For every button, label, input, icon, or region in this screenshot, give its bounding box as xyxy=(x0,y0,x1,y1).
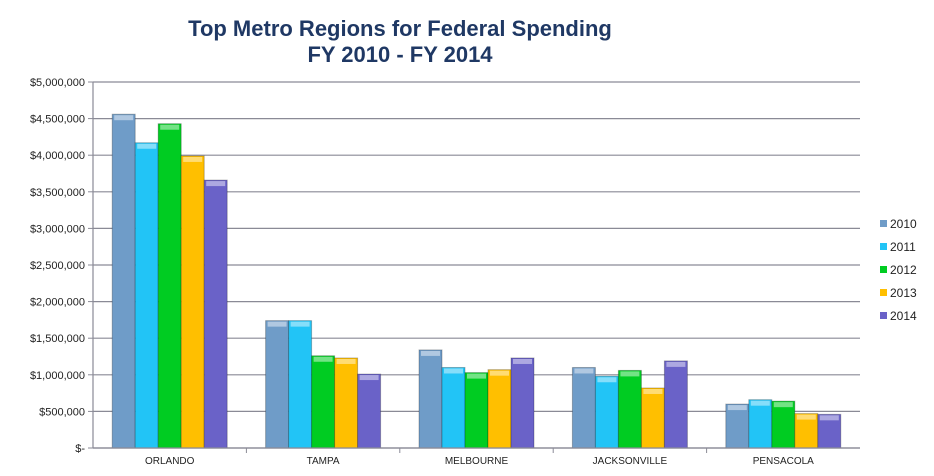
bar-bevel xyxy=(513,358,532,364)
y-tick-label: $2,500,000 xyxy=(30,260,85,272)
bar-orlando-2011 xyxy=(134,142,159,449)
bar-bevel xyxy=(620,371,640,377)
bar-tampa-2013 xyxy=(334,357,359,449)
bar-jacksonville-2014 xyxy=(663,360,688,449)
bar-tampa-2012 xyxy=(311,355,336,449)
legend-label: 2014 xyxy=(890,309,917,323)
legend-swatch xyxy=(880,312,887,319)
legend-label: 2013 xyxy=(890,286,917,300)
y-tick-label: $- xyxy=(75,443,85,455)
y-tick-label: $1,500,000 xyxy=(30,333,85,345)
bar-melbourne-2013 xyxy=(487,369,512,449)
chart-title-line1: Top Metro Regions for Federal Spending xyxy=(188,16,612,41)
bar-bevel xyxy=(574,368,594,374)
x-tick-label: TAMPA xyxy=(307,456,340,467)
x-tick-label: PENSACOLA xyxy=(753,456,814,467)
bar-bevel xyxy=(137,143,157,149)
bar-bevel xyxy=(467,373,486,379)
x-tick-label: MELBOURNE xyxy=(445,456,509,467)
x-tick-label: JACKSONVILLE xyxy=(593,456,668,467)
legend-swatch xyxy=(880,266,887,273)
bar-bevel xyxy=(160,124,180,130)
bar-bevel xyxy=(490,370,509,376)
bar-orlando-2013 xyxy=(180,155,205,449)
bar-bevel xyxy=(336,358,356,364)
legend-label: 2011 xyxy=(890,240,916,254)
bar-tampa-2014 xyxy=(357,373,382,449)
bar-bevel xyxy=(183,156,203,162)
bar-bevel xyxy=(750,400,770,406)
bar-bevel xyxy=(773,402,793,408)
bar-bevel xyxy=(421,350,440,356)
bar-bevel xyxy=(643,388,663,394)
bar-bevel xyxy=(666,361,686,367)
chart-title-line2: FY 2010 - FY 2014 xyxy=(307,42,493,67)
legend-swatch xyxy=(880,220,887,227)
bar-tampa-2010 xyxy=(265,320,290,449)
y-tick-label: $3,500,000 xyxy=(30,187,85,199)
bar-orlando-2012 xyxy=(157,123,182,449)
bar-bevel xyxy=(819,415,839,421)
bar-bevel xyxy=(114,115,134,121)
bar-jacksonville-2012 xyxy=(617,369,642,449)
bar-orlando-2010 xyxy=(111,113,136,449)
bar-melbourne-2010 xyxy=(418,349,443,449)
bar-bevel xyxy=(206,181,226,187)
legend-label: 2012 xyxy=(890,263,917,277)
y-tick-label: $2,000,000 xyxy=(30,297,85,309)
y-tick-label: $4,500,000 xyxy=(30,114,85,126)
bar-bevel xyxy=(313,356,333,362)
bar-jacksonville-2010 xyxy=(571,366,596,449)
legend-swatch xyxy=(880,289,887,296)
bar-melbourne-2014 xyxy=(510,357,535,449)
bar-bevel xyxy=(444,368,463,374)
bar-pensacola-2012 xyxy=(771,400,796,449)
bar-bevel xyxy=(290,321,310,327)
y-tick-label: $4,000,000 xyxy=(30,150,85,162)
bar-bevel xyxy=(359,375,379,381)
legend-swatch xyxy=(880,243,887,250)
bar-jacksonville-2013 xyxy=(640,387,665,449)
bar-tampa-2011 xyxy=(288,320,313,449)
y-tick-label: $5,000,000 xyxy=(30,77,85,89)
bar-orlando-2014 xyxy=(203,179,228,449)
x-tick-label: ORLANDO xyxy=(145,456,195,467)
bar-pensacola-2011 xyxy=(748,399,773,449)
bar-melbourne-2012 xyxy=(464,372,489,449)
bar-bevel xyxy=(727,405,747,411)
bar-jacksonville-2011 xyxy=(594,375,619,449)
y-tick-label: $3,000,000 xyxy=(30,223,85,235)
legend-label: 2010 xyxy=(890,217,917,231)
bar-melbourne-2011 xyxy=(441,366,466,449)
bar-bevel xyxy=(796,414,816,420)
bar-bevel xyxy=(267,321,287,327)
bar-pensacola-2010 xyxy=(725,403,750,449)
bar-bevel xyxy=(597,377,617,383)
y-tick-label: $1,000,000 xyxy=(30,370,85,382)
y-tick-label: $500,000 xyxy=(39,406,85,418)
